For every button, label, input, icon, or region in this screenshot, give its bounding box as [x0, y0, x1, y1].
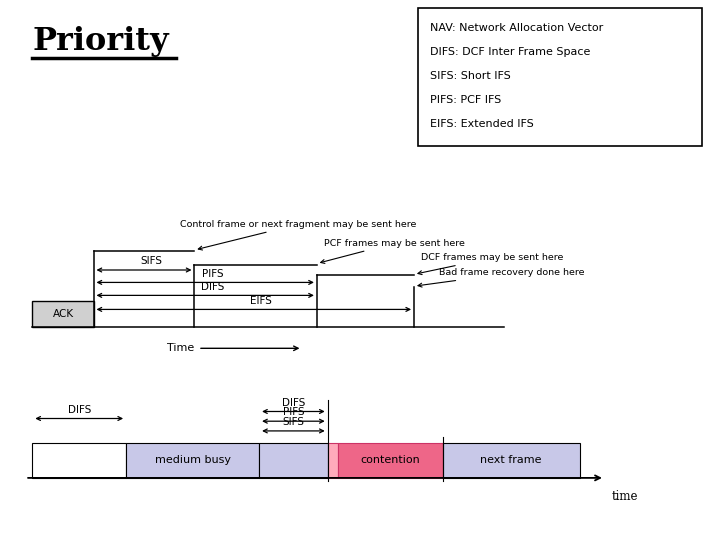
Text: DIFS: DIFS — [201, 281, 224, 292]
Bar — [259, 443, 328, 478]
Text: PIFS: PCF IFS: PIFS: PCF IFS — [430, 95, 501, 105]
Text: EIFS: Extended IFS: EIFS: Extended IFS — [430, 119, 534, 129]
Text: SIFS: Short IFS: SIFS: Short IFS — [430, 71, 510, 81]
Text: Control frame or next fragment may be sent here: Control frame or next fragment may be se… — [180, 220, 416, 250]
Text: SIFS: SIFS — [282, 417, 305, 427]
Text: DIFS: DCF Inter Frame Space: DIFS: DCF Inter Frame Space — [430, 46, 590, 57]
Text: DIFS: DIFS — [282, 397, 305, 408]
Text: time: time — [612, 490, 639, 503]
Bar — [328, 443, 338, 478]
Text: NAV: Network Allocation Vector: NAV: Network Allocation Vector — [430, 23, 603, 32]
Text: medium busy: medium busy — [155, 455, 230, 465]
Bar — [32, 301, 94, 327]
Text: next frame: next frame — [480, 455, 542, 465]
Text: PCF frames may be sent here: PCF frames may be sent here — [320, 239, 465, 264]
FancyBboxPatch shape — [418, 8, 702, 146]
Bar — [32, 443, 126, 478]
Text: PIFS: PIFS — [282, 407, 305, 417]
Text: PIFS: PIFS — [202, 268, 223, 279]
Text: EIFS: EIFS — [250, 295, 272, 306]
Text: Bad frame recovery done here: Bad frame recovery done here — [418, 268, 585, 287]
Text: DIFS: DIFS — [68, 404, 91, 415]
Text: Priority: Priority — [32, 26, 169, 57]
Text: DCF frames may be sent here: DCF frames may be sent here — [418, 253, 564, 274]
Bar — [443, 443, 580, 478]
Text: Time: Time — [167, 343, 194, 353]
Text: SIFS: SIFS — [140, 256, 162, 266]
Bar — [126, 443, 259, 478]
Text: ACK: ACK — [53, 309, 73, 319]
Bar — [338, 443, 443, 478]
Text: contention: contention — [361, 455, 420, 465]
